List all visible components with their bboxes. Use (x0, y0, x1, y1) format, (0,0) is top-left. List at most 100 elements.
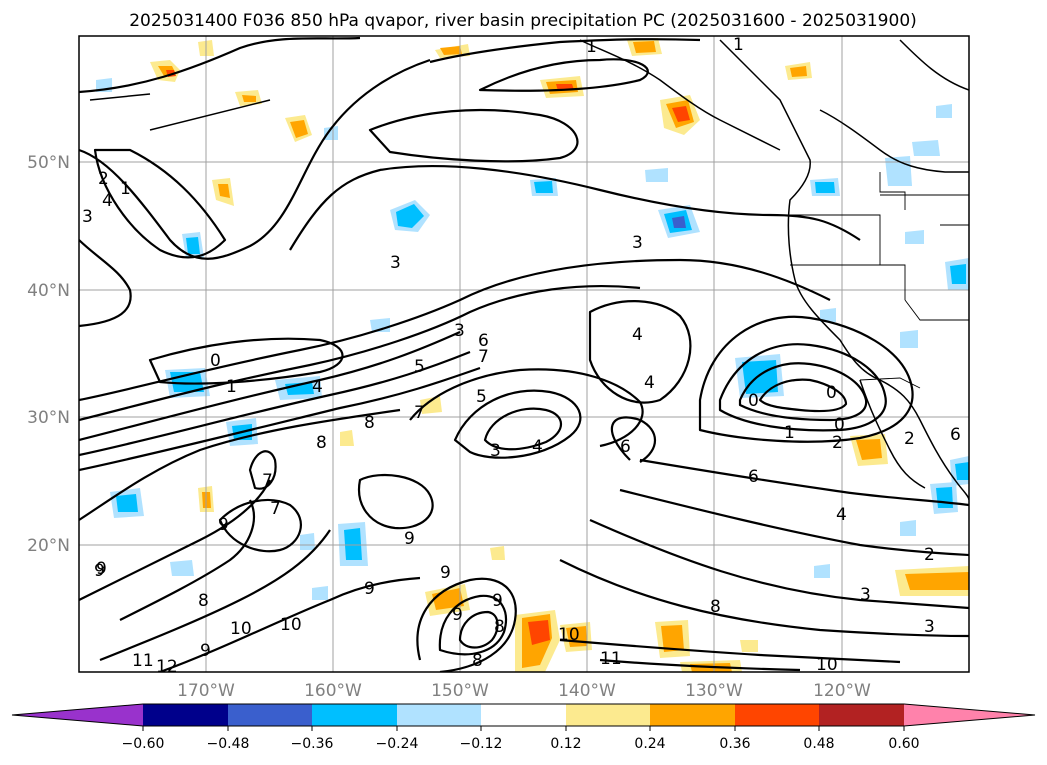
qvapor-contours (79, 36, 969, 672)
colorbar-segment (819, 704, 904, 726)
contour-label: 1 (226, 377, 237, 397)
contour-label: 7 (478, 347, 489, 367)
lat-tick-label: 50°N (27, 153, 70, 173)
contour-label: 3 (860, 585, 871, 605)
contour-label: 8 (198, 591, 209, 611)
contour-label: 4 (102, 191, 113, 211)
colorbar-tick-label: −0.24 (376, 736, 419, 752)
contour-label: 3 (490, 441, 501, 461)
lon-tick-label: 150°W (431, 681, 489, 701)
lon-tick-labels: 170°W 160°W 150°W 140°W 130°W 120°W (177, 681, 871, 701)
contour-label: 2 (924, 545, 935, 565)
coastlines (89, 39, 969, 501)
contour-label: 2 (98, 169, 109, 189)
contour-label: 4 (644, 373, 655, 393)
contour-label: 5 (476, 387, 487, 407)
contour-label: 8 (472, 651, 483, 671)
colorbar-segment (735, 704, 819, 726)
contour-label: 9 (200, 641, 211, 661)
contour-label: 10 (230, 619, 252, 639)
colorbar-segment (481, 704, 566, 726)
colorbar-tick-label: 0.12 (550, 736, 581, 752)
colorbar-segment (312, 704, 397, 726)
figure-title: 2025031400 F036 850 hPa qvapor, river ba… (129, 11, 917, 31)
lon-tick-label: 120°W (813, 681, 871, 701)
contour-label: 12 (156, 657, 178, 677)
lon-tick-label: 160°W (304, 681, 362, 701)
contour-label: 3 (390, 253, 401, 273)
contour-label: 6 (620, 437, 631, 457)
contour-label: 4 (532, 437, 543, 457)
contour-label: 11 (132, 651, 154, 671)
colorbar-segment (228, 704, 312, 726)
contour-label: 8 (494, 617, 505, 637)
contour-label: 4 (632, 325, 643, 345)
precip-anomaly-shading (96, 38, 969, 672)
contour-label: 3 (82, 207, 93, 227)
colorbar-extend-low (12, 704, 143, 726)
colorbar-segment (143, 704, 228, 726)
colorbar-segment (650, 704, 735, 726)
contour-label: 1 (586, 37, 597, 57)
contour-label: 2 (832, 433, 843, 453)
contour-label: 9 (94, 561, 105, 581)
map-panel: 1 1 1 2 3 4 3 3 3 0 1 5 6 7 5 7 8 9 7 8 … (79, 35, 969, 677)
contour-label: 7 (270, 499, 281, 519)
contour-label: 4 (836, 505, 847, 525)
colorbar-tick-label: −0.12 (460, 736, 503, 752)
colorbar-tick-label: 0.60 (888, 736, 919, 752)
colorbar-segment (397, 704, 481, 726)
colorbar-extend-high (904, 704, 1035, 726)
contour-label: 7 (414, 403, 425, 423)
lat-tick-label: 20°N (27, 536, 70, 556)
contour-label: 3 (632, 233, 643, 253)
contour-label: 8 (710, 597, 721, 617)
contour-label: 9 (440, 563, 451, 583)
contour-label: 6 (478, 331, 489, 351)
contour-label: 1 (784, 423, 795, 443)
contour-label: 9 (364, 579, 375, 599)
lat-tick-labels: 50°N 40°N 30°N 20°N (27, 153, 70, 556)
contour-label: 0 (834, 415, 845, 435)
contour-label: 6 (748, 467, 759, 487)
colorbar-tick-label: −0.48 (207, 736, 250, 752)
lat-tick-label: 30°N (27, 408, 70, 428)
contour-label: 2 (904, 429, 915, 449)
contour-label: 9 (96, 559, 107, 579)
contour-label: 0 (826, 383, 837, 403)
contour-label: 10 (816, 655, 838, 675)
contour-label: 3 (924, 617, 935, 637)
lon-tick-label: 130°W (685, 681, 743, 701)
colorbar-tick-label: 0.48 (803, 736, 834, 752)
colorbar-tick-label: −0.36 (291, 736, 334, 752)
contour-labels: 1 1 1 2 3 4 3 3 3 0 1 5 6 7 5 7 8 9 7 8 … (82, 35, 961, 677)
contour-label: 0 (210, 351, 221, 371)
contour-label: 4 (312, 377, 323, 397)
contour-label: 5 (414, 357, 425, 377)
contour-label: 10 (280, 615, 302, 635)
contour-label: 9 (452, 605, 463, 625)
contour-label: 3 (454, 321, 465, 341)
map-frame (78, 35, 970, 673)
colorbar: −0.60 −0.48 −0.36 −0.24 −0.12 0.12 0.24 … (11, 703, 1036, 752)
contour-label: 8 (364, 413, 375, 433)
state-borders (790, 172, 969, 389)
lat-tick-label: 40°N (27, 281, 70, 301)
colorbar-tick-label: 0.36 (719, 736, 750, 752)
lon-tick-label: 170°W (177, 681, 235, 701)
contour-label: 7 (262, 471, 273, 491)
contour-label: 9 (492, 591, 503, 611)
contour-label: 11 (600, 649, 622, 669)
contour-label: 9 (404, 529, 415, 549)
contour-label: 0 (748, 391, 759, 411)
contour-label: 10 (558, 625, 580, 645)
contour-label: 1 (120, 179, 131, 199)
contour-label: 1 (733, 35, 744, 55)
contour-label: 9 (218, 515, 229, 535)
colorbar-tick-label: −0.60 (122, 736, 165, 752)
colorbar-tick-label: 0.24 (634, 736, 665, 752)
contour-label: 6 (950, 425, 961, 445)
colorbar-segment (566, 704, 650, 726)
lon-tick-label: 140°W (558, 681, 616, 701)
